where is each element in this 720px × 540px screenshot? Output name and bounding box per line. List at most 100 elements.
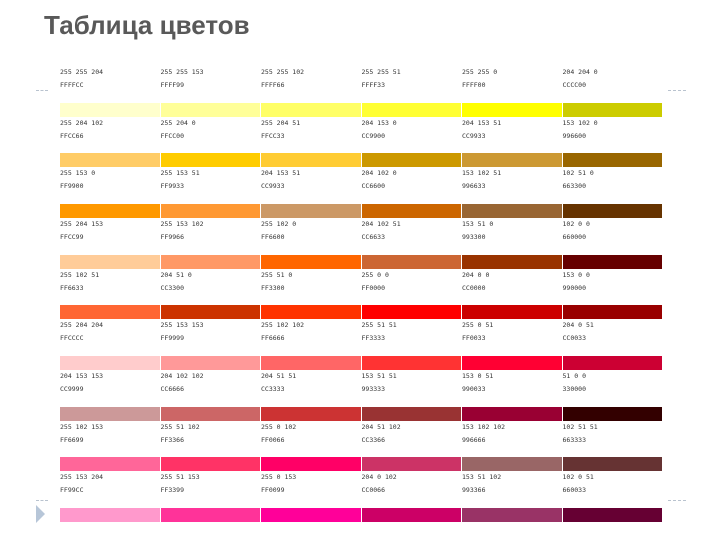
color-swatch-cell: 255 153 153 FF9999 — [160, 319, 260, 370]
rgb-code: 153 0 0 — [562, 270, 590, 279]
hex-code: 663300 — [562, 182, 586, 191]
rgb-code: 255 153 204 — [60, 473, 104, 482]
hex-code: CC9900 — [361, 131, 385, 140]
hex-code: 663333 — [562, 435, 586, 444]
color-swatch — [60, 406, 160, 421]
color-swatch-cell: 255 51 153 FF3399 — [160, 471, 260, 522]
color-swatch-cell: 255 153 51 FF9933 — [160, 167, 260, 218]
color-swatch — [462, 305, 562, 320]
rgb-code: 255 204 51 — [261, 118, 301, 127]
color-swatch — [60, 508, 160, 522]
hex-code: FFCC99 — [60, 233, 84, 241]
rgb-code: 204 51 51 — [261, 372, 297, 380]
color-swatch — [462, 204, 562, 218]
hex-code: FF3399 — [160, 486, 184, 495]
color-swatch-cell: 255 153 0 FF9900 — [60, 167, 160, 218]
color-swatch-cell: 255 102 0 FF6600 — [261, 218, 361, 269]
rgb-code: 255 255 153 — [160, 68, 204, 76]
color-swatch — [261, 508, 361, 522]
color-swatch-cell: 204 51 0 CC3300 — [160, 269, 260, 320]
color-swatch-cell: 153 51 0 993300 — [462, 218, 562, 269]
rgb-code: 153 102 0 — [562, 118, 598, 127]
color-swatch-cell: 204 153 51 CC9933 — [462, 117, 562, 168]
color-swatch-cell: 255 51 51 FF3333 — [361, 319, 461, 370]
hex-code: FF6600 — [261, 233, 285, 241]
color-swatch-cell: 204 102 51 CC6633 — [361, 218, 461, 269]
color-swatch-cell: 255 255 204 FFFFCC — [60, 66, 160, 117]
rgb-code: 51 0 0 — [562, 372, 586, 380]
color-swatch-cell: 255 153 204 FF99CC — [60, 471, 160, 522]
divider — [36, 90, 48, 92]
hex-code: FFFF99 — [160, 81, 184, 89]
hex-code: FF9933 — [160, 182, 184, 191]
color-swatch-cell: 204 102 0 CC6600 — [361, 167, 461, 218]
rgb-code: 255 0 102 — [261, 422, 297, 431]
color-swatch — [562, 356, 662, 370]
color-swatch — [160, 457, 260, 472]
hex-code: 996666 — [462, 435, 486, 444]
color-swatch-cell: 153 0 0 990000 — [562, 269, 662, 320]
color-swatch — [562, 153, 662, 168]
color-swatch-cell: 153 102 102 996666 — [462, 421, 562, 472]
color-swatch — [60, 356, 160, 370]
color-swatch — [361, 457, 461, 472]
color-swatch — [361, 305, 461, 320]
color-swatch — [60, 102, 160, 117]
rgb-code: 255 0 0 — [361, 270, 389, 279]
rgb-code: 204 102 102 — [160, 372, 204, 380]
hex-code: CC3366 — [361, 435, 385, 444]
color-swatch-cell: 255 204 0 FFCC00 — [160, 117, 260, 168]
color-swatch — [361, 153, 461, 168]
color-swatch — [160, 508, 260, 522]
color-swatch — [361, 406, 461, 421]
hex-code: FF6699 — [60, 435, 84, 444]
color-swatch — [462, 406, 562, 421]
rgb-code: 204 0 0 — [462, 270, 490, 279]
hex-code: FF3300 — [261, 283, 285, 292]
hex-code: FF6633 — [60, 283, 84, 292]
color-swatch — [160, 254, 260, 269]
color-swatch-cell: 255 0 102 FF0066 — [261, 421, 361, 472]
hex-code: FF99CC — [60, 486, 84, 495]
hex-code: FFFF66 — [261, 81, 285, 89]
hex-code: FF3333 — [361, 334, 385, 343]
rgb-code: 255 204 0 — [160, 118, 196, 127]
rgb-code: 255 153 153 — [160, 321, 204, 330]
rgb-code: 255 204 153 — [60, 220, 104, 228]
hex-code: FFFF33 — [361, 81, 385, 89]
color-swatch — [261, 254, 361, 269]
divider — [668, 500, 686, 502]
rgb-code: 255 102 153 — [60, 422, 104, 431]
color-swatch-cell: 102 0 0 660000 — [562, 218, 662, 269]
rgb-code: 204 204 0 — [562, 68, 598, 76]
play-arrow-icon — [36, 505, 45, 523]
color-swatch-cell: 102 51 0 663300 — [562, 167, 662, 218]
color-swatch-cell: 255 255 0 FFFF00 — [462, 66, 562, 117]
color-swatch-cell: 153 51 51 993333 — [361, 370, 461, 421]
color-swatch — [562, 406, 662, 421]
color-swatch — [60, 457, 160, 472]
hex-code: FFFFCC — [60, 81, 84, 89]
color-swatch-cell: 204 0 102 CC0066 — [361, 471, 461, 522]
hex-code: 660000 — [562, 233, 586, 241]
rgb-code: 153 51 102 — [462, 473, 502, 482]
hex-code: CC0000 — [462, 283, 486, 292]
rgb-code: 153 102 102 — [462, 422, 506, 431]
hex-code: FF9966 — [160, 233, 184, 241]
color-swatch — [462, 508, 562, 522]
hex-code: 330000 — [562, 385, 586, 393]
color-swatch — [160, 102, 260, 117]
color-swatch — [160, 356, 260, 370]
rgb-code: 204 153 51 — [261, 169, 301, 178]
rgb-code: 204 153 153 — [60, 372, 104, 380]
color-swatch — [160, 406, 260, 421]
hex-code: FF0066 — [261, 435, 285, 444]
rgb-code: 255 255 204 — [60, 68, 104, 76]
color-swatch — [562, 254, 662, 269]
divider — [36, 500, 48, 502]
rgb-code: 204 0 51 — [562, 321, 594, 330]
rgb-code: 255 153 102 — [160, 220, 204, 228]
rgb-code: 255 153 51 — [160, 169, 200, 178]
rgb-code: 255 51 153 — [160, 473, 200, 482]
hex-code: CC9933 — [261, 182, 285, 191]
